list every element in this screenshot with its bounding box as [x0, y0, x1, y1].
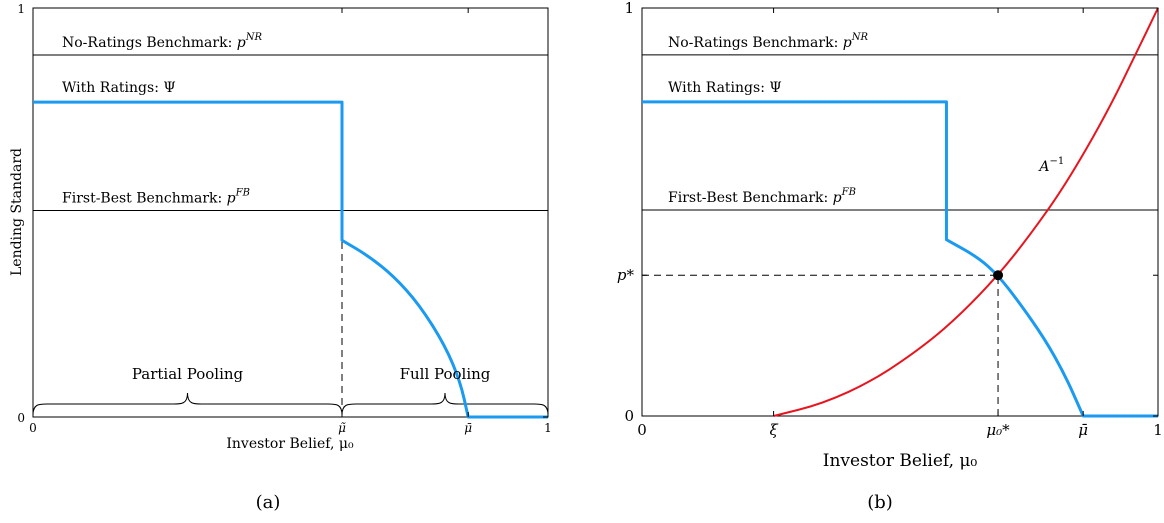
benchmark-label-1: First-Best Benchmark: pFB: [668, 187, 856, 206]
x-tick-label-4: 1: [1153, 421, 1163, 439]
panel-b-caption: (b): [867, 492, 893, 513]
benchmark-label-0: No-Ratings Benchmark: pNR: [62, 32, 262, 51]
y-tick-label-0: 0: [17, 411, 25, 425]
x-tick-label-3: 1: [544, 421, 552, 435]
series-a-inverse: [773, 7, 1159, 417]
panel-a-ylabel: Lending Standard: [9, 148, 25, 276]
series-label-a-inverse: A−1: [1037, 156, 1064, 175]
series-with-ratings: [642, 100, 1158, 418]
x-tick-label-2: μ̄: [464, 421, 472, 435]
panel-b-frame: [641, 7, 1159, 417]
equilibrium-point: [993, 270, 1004, 281]
x-tick-label-0: 0: [637, 421, 647, 439]
panel-b: 0 ξ μ₀* μ̄ 1 0 p* 1 No-Ratings Benchmark: pNR Fi…: [617, 0, 1163, 513]
y-tick-label-1: 1: [17, 2, 25, 16]
x-tick-label-0: 0: [29, 421, 37, 435]
x-tick-label-3: μ̄: [1078, 421, 1088, 439]
brace-label-1: Full Pooling: [400, 365, 491, 383]
x-tick-label-1: ξ: [769, 421, 778, 439]
series-with-ratings: [33, 100, 548, 419]
panel-a: 0 μ̃ μ̄ 1 0 1 No-Ratings Benchmark: pNR First-…: [9, 2, 552, 513]
y-tick-label-2: 1: [624, 0, 634, 17]
brace-1: [341, 392, 549, 416]
y-tick-label-0: 0: [624, 407, 634, 425]
brace-0: [32, 392, 343, 416]
x-tick-label-1: μ̃: [338, 421, 346, 435]
y-tick-label-1: p*: [617, 266, 635, 284]
panel-a-frame: [32, 7, 549, 418]
x-tick-label-2: μ₀*: [986, 421, 1010, 439]
panel-a-caption: (a): [256, 492, 281, 513]
benchmark-label-0: No-Ratings Benchmark: pNR: [668, 32, 868, 51]
brace-label-0: Partial Pooling: [132, 365, 244, 383]
panel-b-xlabel: Investor Belief, μ₀: [823, 451, 978, 471]
series-label-with-ratings: With Ratings: Ψ: [668, 80, 782, 96]
panel-a-xlabel: Investor Belief, μ₀: [226, 436, 354, 452]
benchmark-label-1: First-Best Benchmark: pFB: [62, 187, 250, 206]
series-label-with-ratings: With Ratings: Ψ: [62, 80, 176, 96]
